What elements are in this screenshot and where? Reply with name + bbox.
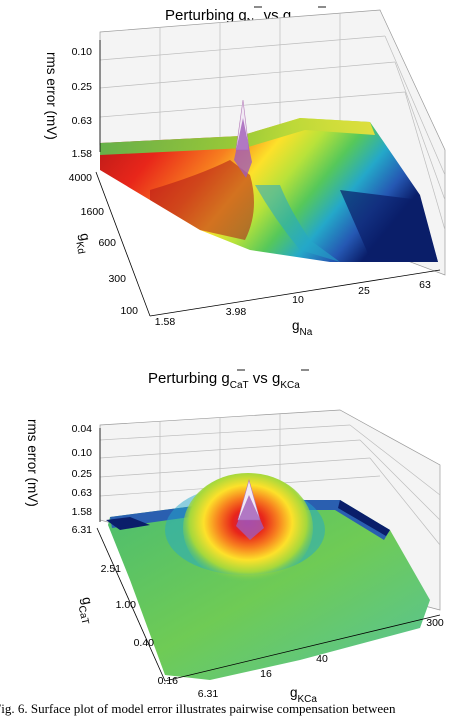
chart-2-x-tick: 300 (426, 617, 444, 629)
chart-2-y-tick: 6.31 (72, 524, 93, 536)
chart-1-y-tick: 4000 (69, 172, 93, 184)
chart-2-z-tick: 0.10 (72, 447, 93, 459)
chart-2: Perturbing gCaT vs gKCa (25, 370, 444, 705)
figure-caption: Fig. 6. Surface plot of model error illu… (0, 701, 396, 716)
chart-2-z-tick: 0.04 (72, 423, 93, 435)
chart-2-y-tick: 2.51 (101, 563, 122, 575)
chart-1-x-tick: 1.58 (155, 316, 176, 328)
chart-1-y-label: gKd (72, 232, 95, 255)
chart-1-x-label: gNa (292, 318, 313, 338)
chart-2-z-tick: 0.25 (72, 468, 93, 480)
chart-2-z-label: rms error (mV) (25, 419, 40, 507)
chart-1-x-tick: 63 (419, 279, 431, 291)
chart-1-y-tick: 600 (98, 237, 116, 249)
chart-2-title: Perturbing gCaT vs gKCa (148, 370, 300, 391)
chart-2-y-label: gCaT (74, 596, 99, 626)
chart-1-x-tick: 10 (292, 294, 304, 306)
chart-1: Perturbing gNa vs gKd (44, 7, 446, 338)
chart-1-x-tick: 3.98 (226, 306, 247, 318)
chart-2-surface (106, 473, 430, 680)
chart-2-x-tick: 6.31 (198, 688, 219, 700)
chart-2-y-tick: 0.16 (158, 675, 179, 687)
chart-2-x-axis: 6.31 16 40 300 gKCa (164, 614, 444, 705)
chart-1-z-axis: 0.10 0.25 0.63 1.58 rms error (mV) (44, 40, 101, 160)
chart-2-y-axis: 6.31 2.51 1.00 0.40 0.16 gCaT (72, 524, 179, 687)
chart-2-y-tick: 1.00 (116, 599, 137, 611)
chart-2-x-tick: 16 (260, 668, 272, 680)
chart-1-z-label: rms error (mV) (44, 52, 59, 140)
chart-2-z-axis: 0.04 0.10 0.25 0.63 1.58 rms error (mV) (25, 419, 101, 522)
chart-2-z-tick: 0.63 (72, 487, 93, 499)
chart-2-x-tick: 40 (316, 653, 328, 665)
chart-1-z-tick: 1.58 (72, 148, 93, 160)
chart-1-z-tick: 0.63 (72, 115, 93, 127)
chart-1-z-tick: 0.25 (72, 81, 93, 93)
overbars (237, 6, 326, 371)
chart-2-z-tick: 1.58 (72, 506, 93, 518)
chart-1-surface (100, 99, 438, 262)
chart-1-x-axis: 1.58 3.98 10 25 63 gNa (149, 269, 441, 338)
chart-1-y-axis: 4000 1600 600 300 100 gKd (69, 171, 151, 317)
chart-1-z-tick: 0.10 (72, 46, 93, 58)
chart-1-y-tick: 300 (108, 273, 126, 285)
chart-1-y-tick: 100 (120, 305, 138, 317)
chart-1-y-tick: 1600 (81, 206, 105, 218)
chart-2-y-tick: 0.40 (134, 637, 155, 649)
chart-2-x-label: gKCa (290, 685, 317, 705)
chart-1-x-tick: 25 (358, 285, 370, 297)
